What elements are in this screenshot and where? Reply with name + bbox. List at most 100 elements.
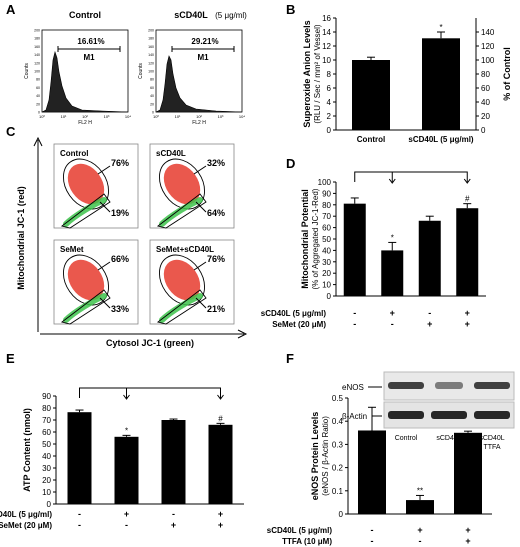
- y-tick-label: 12: [322, 42, 331, 51]
- significance-mark: **: [417, 486, 423, 495]
- histogram-y-tick: 40: [36, 94, 40, 98]
- green-population-cloud: [159, 293, 203, 323]
- lower-gate-arrow: [195, 297, 207, 309]
- upper-gate-arrow: [193, 261, 207, 271]
- green-gate-outline: [156, 193, 207, 229]
- treatment-sign: +: [171, 520, 176, 530]
- y-tick-label: 0.3: [332, 440, 344, 449]
- red-gate-outline: [159, 254, 205, 306]
- y-tick-label: 8: [327, 70, 332, 79]
- blot-lane-label: sCD40L: [436, 435, 461, 442]
- bar: [67, 412, 92, 504]
- lower-gate-percent: 64%: [207, 208, 225, 218]
- y-tick-label: 20: [42, 476, 51, 485]
- treatment-sign: -: [125, 520, 128, 530]
- histogram-y-tick: 140: [34, 53, 40, 57]
- panel-a-histograms: Control 16.61% M1 0 20 40 60 80 100 120 140 160 180 2…: [24, 10, 247, 126]
- bar: [114, 436, 139, 504]
- histogram-y-tick: 100: [148, 70, 154, 74]
- comparison-bracket: [354, 171, 468, 182]
- treatment-sign: +: [218, 509, 223, 519]
- treatment-sign: -: [353, 308, 356, 318]
- blot-band-enos: [435, 382, 463, 389]
- upper-gate-arrow: [97, 165, 111, 175]
- histogram-y-tick: 60: [36, 86, 40, 90]
- histogram-x-tick: 10⁴: [125, 114, 131, 119]
- y-axis-label-units: (eNOS / β-Actin Ratio): [321, 416, 330, 496]
- treatment-sign: -: [172, 509, 175, 519]
- blot-band-enos: [388, 382, 424, 389]
- histogram-y-tick: 140: [148, 53, 154, 57]
- histogram-y-tick: 160: [148, 45, 154, 49]
- significance-mark: *: [391, 233, 394, 242]
- treatment-sign: -: [419, 536, 422, 546]
- y-tick-label: 0: [339, 510, 344, 519]
- y-tick-label: 50: [42, 440, 51, 449]
- blot-band-actin: [388, 411, 424, 419]
- c-y-axis-label: Mitochondrial JC-1 (red): [16, 186, 26, 290]
- histogram-y-tick: 180: [34, 37, 40, 41]
- panel-label-d: D: [286, 156, 295, 171]
- y-tick-label: 40: [42, 452, 51, 461]
- panel-label-f: F: [286, 351, 294, 366]
- bar: [352, 60, 390, 130]
- significance-mark: *: [125, 426, 128, 435]
- y-tick-label: 40: [322, 246, 331, 255]
- y-axis-label: eNOS Protein Levels: [310, 412, 320, 501]
- green-gate-outline: [60, 289, 111, 325]
- histogram-y-tick: 40: [150, 94, 154, 98]
- green-gate-outline: [60, 193, 111, 229]
- y-tick-label: 16: [322, 14, 331, 23]
- y2-tick-label: 0: [481, 126, 486, 135]
- panel-label-b: B: [286, 2, 295, 17]
- y2-tick-label: 100: [481, 56, 495, 65]
- blot-band-actin: [474, 411, 510, 419]
- flow-plot-title: Control: [60, 149, 88, 158]
- bar: [418, 220, 441, 296]
- treatment-sign: +: [390, 308, 395, 318]
- histogram-x-label: FL2 H: [78, 120, 92, 126]
- y-tick-label: 6: [327, 84, 332, 93]
- y-axis-label-units: (RLU / Sec / mm² of Vessel): [313, 24, 322, 123]
- panel-f-western-blot: Control sCD40L sCD40L TTFA eNOS β-Actin: [342, 371, 515, 451]
- bar: [454, 432, 482, 514]
- histogram-x-label: FL2 H: [192, 120, 206, 126]
- bar: [343, 203, 366, 296]
- bracket-arrow: [217, 394, 224, 400]
- histogram-fill: [41, 50, 129, 113]
- gate-label: M1: [83, 53, 95, 62]
- treatment-sign: +: [417, 525, 422, 535]
- significance-mark: *: [439, 23, 442, 32]
- treatment-sign: -: [78, 509, 81, 519]
- bar: [358, 430, 386, 514]
- gate-label: M1: [197, 53, 209, 62]
- y-tick-label: 90: [42, 392, 51, 401]
- y-axis-label: Mitochondrial Potential: [300, 189, 310, 289]
- lower-gate-percent: 33%: [111, 304, 129, 314]
- histogram-x-tick: 10¹: [175, 114, 181, 119]
- treatment-label: sCD40L (5 μg/ml): [267, 526, 333, 535]
- bar: [406, 500, 434, 514]
- significance-mark: #: [218, 414, 223, 423]
- y-tick-label: 80: [42, 404, 51, 413]
- lower-gate-percent: 19%: [111, 208, 129, 218]
- histogram-fill: [155, 55, 243, 113]
- treatment-sign: -: [428, 308, 431, 318]
- flow-plot-title: SeMet+sCD40L: [156, 245, 214, 254]
- histogram-y-tick: 120: [148, 61, 154, 65]
- green-gate-outline: [156, 289, 207, 325]
- panel-b-chart: 0 2 4 6 8 10 12 14 16 * Superoxide Anion Levels (RL…: [302, 14, 512, 144]
- flow-plot-title: SeMet: [60, 245, 84, 254]
- treatment-label: sCD40L (5 μg/ml): [0, 510, 52, 519]
- upper-gate-percent: 76%: [207, 254, 225, 264]
- y-tick-label: 20: [322, 269, 331, 278]
- histogram-y-tick: 20: [150, 102, 154, 106]
- blot-band-actin: [431, 411, 467, 419]
- green-population-cloud: [159, 197, 203, 227]
- red-gate-outline: [159, 158, 205, 210]
- bar: [422, 38, 460, 130]
- panel-d-chart: 0 10 20 30 40 50 60 70 80 90 100 * # Mitochondrial Po…: [261, 171, 486, 329]
- significance-mark: #: [465, 195, 470, 204]
- y-tick-label: 80: [322, 201, 331, 210]
- treatment-sign: +: [124, 509, 129, 519]
